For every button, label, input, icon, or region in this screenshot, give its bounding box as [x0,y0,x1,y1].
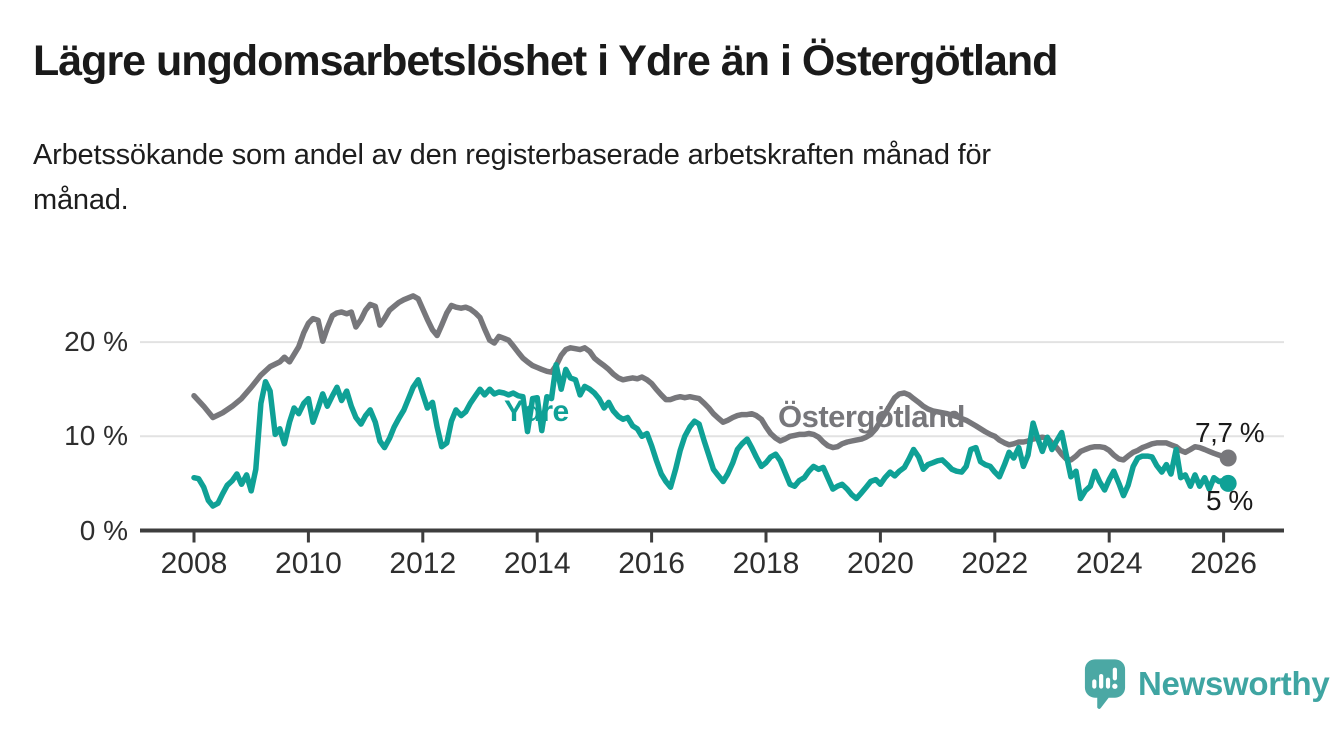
x-tick-label: 2020 [847,547,914,580]
x-tick-label: 2014 [503,547,571,580]
y-tick-label: 10 % [64,420,128,452]
x-tick-label: 2010 [275,547,342,580]
end-dot-ydre [1219,474,1237,492]
series-line-ydre [191,361,1231,509]
end-dot-stergtland [1219,449,1237,467]
x-tick-label: 2016 [618,547,685,580]
end-value-label-ostergotland: 7,7 % [1195,417,1265,448]
page-title: Lägre ungdomsarbetslöshet i Ydre än i Ös… [33,37,1058,85]
x-tick-label: 2012 [389,547,457,580]
subtitle-line-2: månad. [33,184,129,216]
y-tick-label: 0 % [79,514,128,546]
newsworthy-logo-text: Newsworthy [1138,665,1330,702]
end-value-label-ydre: 5 % [1206,485,1253,516]
x-tick-label: 2022 [961,547,1029,580]
x-tick-label: 2026 [1190,547,1257,580]
x-tick-label: 2008 [160,547,228,580]
subtitle-line-1: Arbetssökande som andel av den registerb… [33,139,991,171]
series-label-ydre: Ydre [504,395,569,428]
y-tick-label: 20 % [64,326,128,358]
x-tick-label: 2018 [732,547,800,580]
x-tick-label: 2024 [1075,547,1143,580]
series-label-ostergotland: Östergötland [778,399,965,434]
newsworthy-logo-icon [1084,659,1126,710]
newsworthy-branding: Newsworthy [1084,658,1330,710]
